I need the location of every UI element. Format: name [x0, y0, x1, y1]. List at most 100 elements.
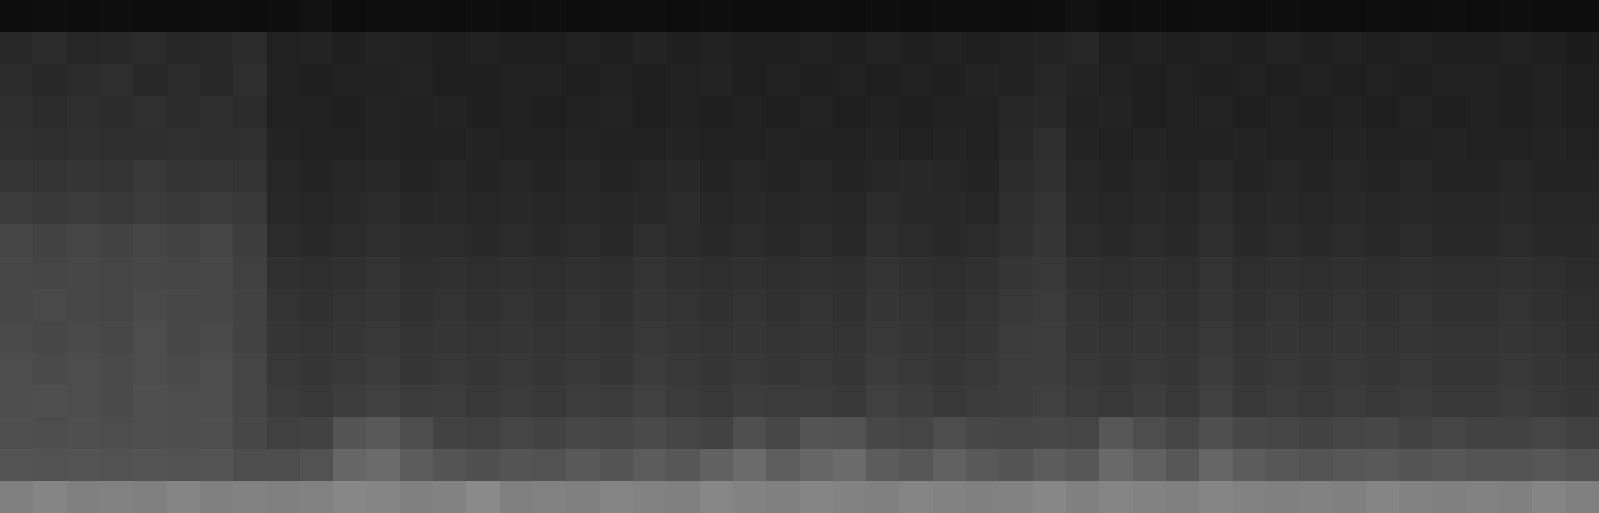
- heatmap-cell: [1333, 449, 1367, 482]
- heatmap-cell: [1532, 64, 1566, 97]
- heatmap-cell: [666, 64, 700, 97]
- heatmap-cell: [33, 417, 67, 450]
- heatmap-cell: [1166, 289, 1200, 322]
- heatmap-cell: [633, 321, 667, 354]
- heatmap-cell: [1566, 32, 1599, 65]
- heatmap-cell: [167, 385, 201, 418]
- heatmap-cell: [633, 96, 667, 129]
- heatmap-cell: [1233, 417, 1267, 450]
- heatmap-cell: [400, 353, 434, 386]
- heatmap-cell: [333, 96, 367, 129]
- heatmap-cell: [966, 353, 1000, 386]
- heatmap-cell: [1432, 96, 1466, 129]
- heatmap-cell: [1199, 160, 1233, 193]
- heatmap-cell: [1432, 160, 1466, 193]
- heatmap-cell: [666, 224, 700, 257]
- heatmap-cell: [966, 96, 1000, 129]
- heatmap-cell: [400, 321, 434, 354]
- heatmap-cell: [466, 481, 500, 513]
- heatmap-cell: [200, 385, 234, 418]
- heatmap-cell: [933, 0, 967, 33]
- heatmap-cell: [800, 289, 834, 322]
- heatmap-cell: [1432, 224, 1466, 257]
- heatmap-cell: [1166, 417, 1200, 450]
- heatmap-cell: [999, 289, 1033, 322]
- heatmap-cell: [233, 32, 267, 65]
- heatmap-cell: [1399, 353, 1433, 386]
- heatmap-cell: [1566, 192, 1599, 225]
- heatmap-cell: [33, 224, 67, 257]
- heatmap-cell: [300, 321, 334, 354]
- heatmap-cell: [633, 417, 667, 450]
- heatmap-cell: [366, 321, 400, 354]
- heatmap-cell: [1532, 353, 1566, 386]
- heatmap-cell: [1499, 64, 1533, 97]
- heatmap-cell: [600, 64, 634, 97]
- heatmap-cell: [1399, 160, 1433, 193]
- heatmap-cell: [1466, 289, 1500, 322]
- heatmap-cell: [267, 128, 301, 161]
- heatmap-cell: [1166, 224, 1200, 257]
- heatmap-cell: [300, 32, 334, 65]
- heatmap-cell: [800, 128, 834, 161]
- heatmap-cell: [133, 353, 167, 386]
- heatmap-cell: [1333, 64, 1367, 97]
- heatmap-cell: [533, 385, 567, 418]
- heatmap-cell: [566, 32, 600, 65]
- heatmap-cell: [1099, 385, 1133, 418]
- heatmap-cell: [1432, 32, 1466, 65]
- heatmap-cell: [67, 449, 101, 482]
- heatmap-cell: [1333, 224, 1367, 257]
- heatmap-cell: [800, 257, 834, 290]
- heatmap-cell: [700, 257, 734, 290]
- heatmap-cell: [200, 64, 234, 97]
- heatmap-cell: [466, 321, 500, 354]
- heatmap-cell: [899, 96, 933, 129]
- heatmap-cell: [766, 385, 800, 418]
- heatmap-cell: [67, 192, 101, 225]
- heatmap-cell: [1199, 257, 1233, 290]
- heatmap-cell: [833, 449, 867, 482]
- heatmap-cell: [1399, 385, 1433, 418]
- heatmap-cell: [533, 32, 567, 65]
- heatmap-cell: [999, 321, 1033, 354]
- heatmap-cell: [800, 192, 834, 225]
- heatmap-cell: [800, 0, 834, 33]
- heatmap-cell: [800, 449, 834, 482]
- heatmap-cell: [700, 449, 734, 482]
- heatmap-cell: [33, 289, 67, 322]
- heatmap-cell: [1499, 385, 1533, 418]
- heatmap-cell: [1499, 160, 1533, 193]
- heatmap-cell: [1266, 321, 1300, 354]
- heatmap-cell: [1266, 32, 1300, 65]
- heatmap-cell: [533, 481, 567, 513]
- heatmap-cell: [333, 321, 367, 354]
- heatmap-cell: [1299, 289, 1333, 322]
- heatmap-cell: [0, 128, 34, 161]
- heatmap-cell: [933, 32, 967, 65]
- heatmap-cell: [566, 385, 600, 418]
- heatmap-cell: [1566, 257, 1599, 290]
- heatmap-cell: [800, 224, 834, 257]
- heatmap-cell: [1099, 32, 1133, 65]
- heatmap-cell: [67, 481, 101, 513]
- heatmap-cell: [333, 449, 367, 482]
- heatmap-cell: [533, 289, 567, 322]
- heatmap-cell: [200, 321, 234, 354]
- heatmap-cell: [533, 321, 567, 354]
- heatmap-cell: [300, 224, 334, 257]
- heatmap-cell: [666, 32, 700, 65]
- background: [0, 0, 1599, 513]
- heatmap-cell: [300, 160, 334, 193]
- heatmap-cell: [433, 417, 467, 450]
- heatmap-cell: [1199, 289, 1233, 322]
- heatmap-cell: [1566, 449, 1599, 482]
- heatmap-cell: [466, 385, 500, 418]
- heatmap-cell: [966, 257, 1000, 290]
- heatmap-cell: [300, 385, 334, 418]
- heatmap-cell: [0, 192, 34, 225]
- heatmap-cell: [366, 160, 400, 193]
- heatmap-cell: [1399, 128, 1433, 161]
- heatmap-cell: [33, 257, 67, 290]
- heatmap-cell: [633, 224, 667, 257]
